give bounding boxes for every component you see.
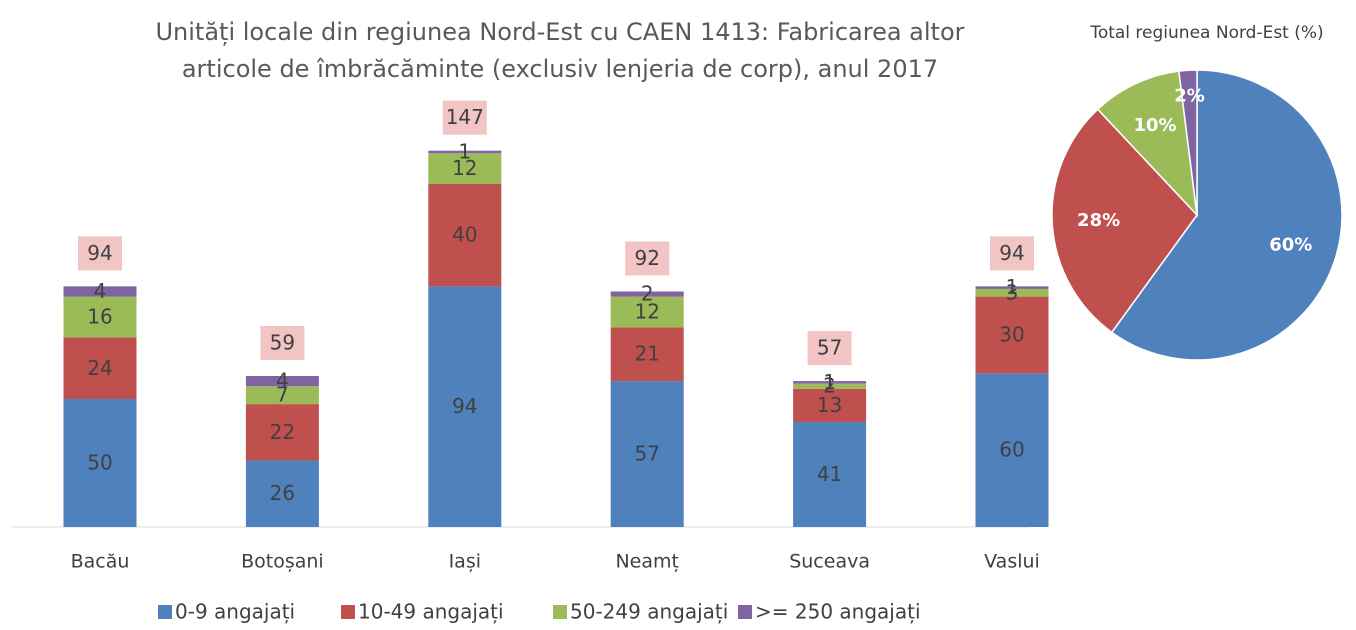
data-label: 21 — [634, 342, 659, 366]
bar-segment — [428, 153, 502, 184]
pie-slice — [1110, 69, 1343, 361]
data-label: 60 — [999, 438, 1024, 462]
data-label: 2 — [641, 282, 654, 306]
data-label: 4 — [276, 369, 289, 393]
data-label: 12 — [452, 156, 477, 180]
bar-segment — [793, 422, 867, 527]
bar-segment — [793, 383, 867, 389]
total-label: 94 — [87, 241, 112, 265]
data-label: 1 — [823, 370, 836, 394]
bar-segment — [975, 296, 1049, 374]
bar-segment — [245, 375, 319, 387]
x-tick-label: Vaslui — [984, 551, 1040, 573]
data-label: 16 — [87, 305, 112, 329]
bar-segment — [428, 150, 502, 154]
data-label: 94 — [452, 394, 477, 418]
bar-segment — [610, 327, 684, 382]
pie-slice — [1177, 69, 1198, 216]
pie-label: 28% — [1077, 210, 1120, 231]
data-label: 7 — [276, 383, 289, 407]
pie-slice — [1096, 70, 1199, 218]
legend-swatch — [158, 605, 172, 619]
bar-segment — [610, 381, 684, 527]
pie-title: Total regiunea Nord-Est (%) — [1089, 23, 1323, 43]
legend-label: 10-49 angajați — [358, 600, 504, 624]
total-label: 59 — [270, 330, 295, 354]
total-box — [442, 100, 487, 135]
data-label: 57 — [634, 442, 659, 466]
bar-segment — [63, 399, 137, 527]
data-label: 30 — [999, 323, 1024, 347]
bar-segment — [63, 296, 137, 338]
x-tick-label: Suceava — [789, 551, 870, 573]
x-tick-label: Botoșani — [241, 551, 324, 573]
total-box — [625, 241, 670, 276]
bar-segment — [610, 296, 684, 328]
pie-slice — [1051, 108, 1198, 334]
total-label: 92 — [634, 246, 659, 270]
total-label: 147 — [446, 105, 484, 129]
data-label: 50 — [87, 451, 112, 475]
x-tick-label: Iași — [449, 551, 481, 573]
data-label: 24 — [87, 356, 112, 380]
pie-label: 10% — [1133, 115, 1176, 136]
data-label: 3 — [1006, 280, 1019, 304]
legend-label: 50-249 angajați — [570, 600, 728, 624]
bar-segment — [245, 386, 319, 405]
total-box — [990, 236, 1034, 271]
data-label: 4 — [94, 279, 107, 303]
total-box — [78, 236, 122, 271]
data-label: 12 — [634, 299, 659, 323]
legend-swatch — [738, 605, 752, 619]
bar-segment — [610, 291, 684, 297]
bar-segment — [975, 286, 1049, 289]
total-label: 94 — [999, 241, 1024, 265]
data-label: 41 — [817, 462, 842, 486]
total-label: 57 — [817, 336, 842, 360]
bar-segment — [245, 460, 319, 527]
data-label: 40 — [452, 223, 477, 247]
data-label: 2 — [823, 374, 836, 398]
legend-swatch — [341, 605, 355, 619]
legend-label: 0-9 angajați — [175, 600, 295, 624]
legend-label: >= 250 angajați — [755, 600, 921, 624]
bar-segment — [975, 373, 1049, 527]
bar-segment — [793, 388, 867, 423]
bar-segment — [428, 183, 502, 287]
bar-segment — [63, 286, 137, 297]
bar-segment — [245, 404, 319, 461]
x-tick-label: Neamț — [615, 551, 679, 573]
data-label: 13 — [817, 393, 842, 417]
data-label: 1 — [458, 139, 471, 163]
bar-segment — [63, 337, 137, 399]
bar-segment — [428, 286, 502, 527]
bar-segment — [975, 288, 1049, 297]
data-label: 1 — [1006, 275, 1019, 299]
chart-title: Unități locale din regiunea Nord-Est cu … — [155, 18, 965, 83]
total-box — [260, 325, 305, 360]
x-tick-label: Bacău — [71, 551, 130, 573]
pie-label: 2% — [1174, 85, 1205, 106]
legend-swatch — [553, 605, 567, 619]
total-box — [807, 331, 852, 366]
pie-label: 60% — [1269, 234, 1312, 255]
data-label: 22 — [270, 420, 295, 444]
bar-segment — [793, 381, 867, 384]
data-label: 26 — [270, 481, 295, 505]
